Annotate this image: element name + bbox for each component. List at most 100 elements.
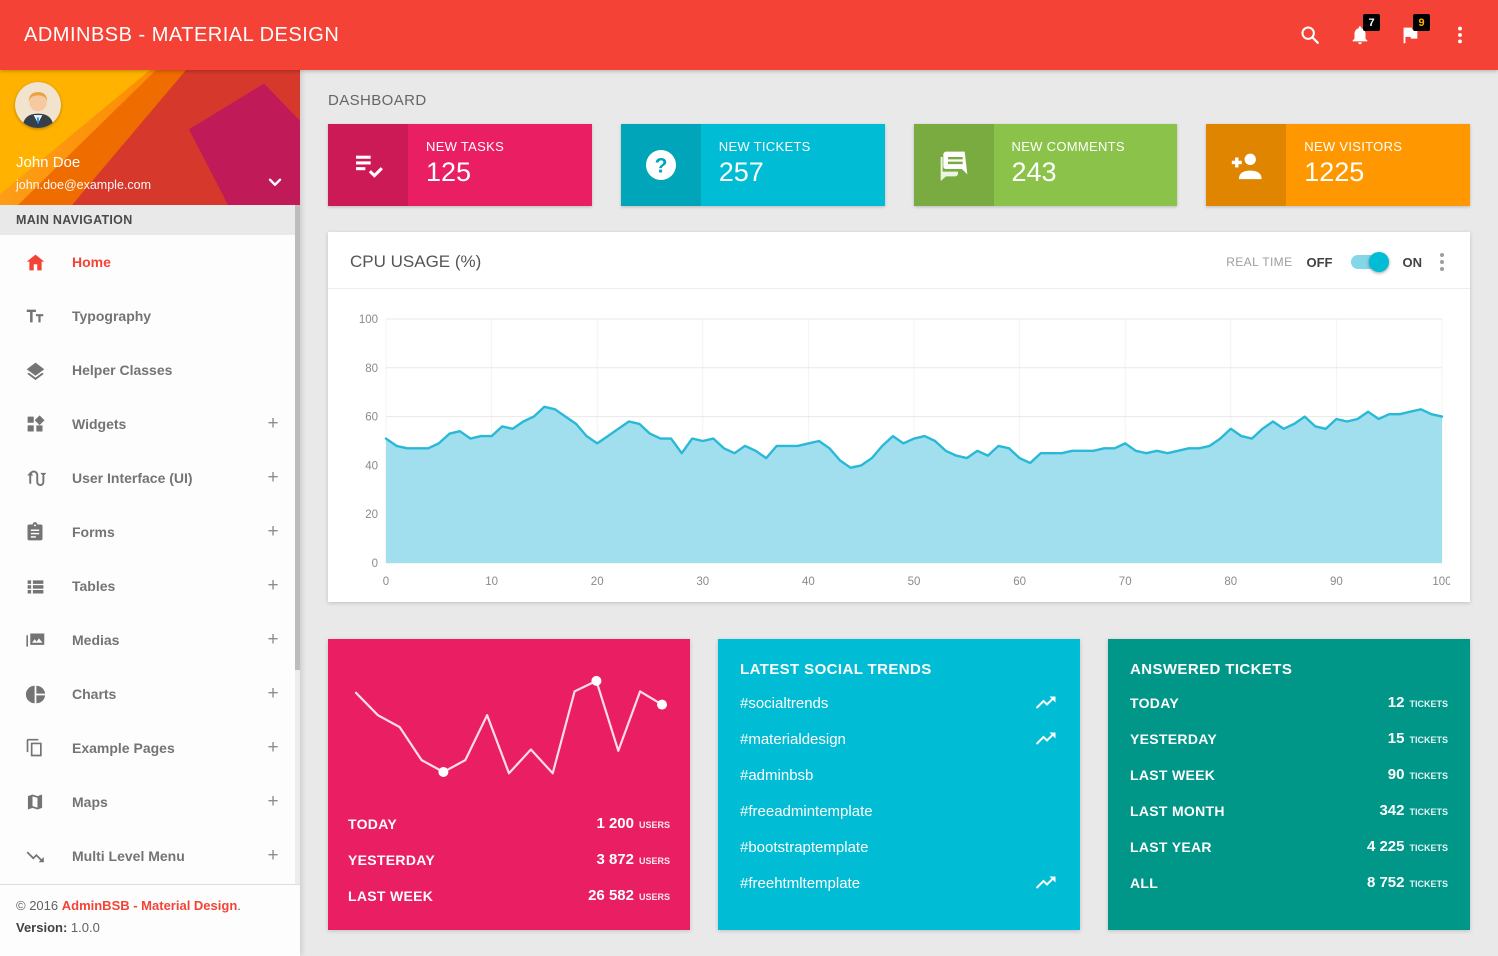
sidebar-item-user-interface[interactable]: User Interface (UI) +: [0, 451, 300, 505]
sidebar-item-label: Medias: [72, 632, 120, 648]
svg-text:100: 100: [359, 314, 378, 326]
hashtag-link[interactable]: #socialtrends: [740, 694, 829, 712]
hashtag-link[interactable]: #adminbsb: [740, 766, 814, 784]
sidebar-item-charts[interactable]: Charts +: [0, 667, 300, 721]
playlist-check-icon: [328, 124, 408, 206]
user-email: john.doe@example.com: [16, 178, 151, 192]
expand-plus-icon[interactable]: +: [267, 521, 279, 542]
social-trends-card: LATEST SOCIAL TRENDS #socialtrends #mate…: [718, 639, 1080, 930]
bottom-card-row: TODAY 1 200 USERS YESTERDAY 3 872 USERS LAST…: [328, 639, 1470, 930]
svg-text:20: 20: [365, 509, 378, 521]
sidebar-item-medias[interactable]: Medias +: [0, 613, 300, 667]
visitors-sparkline-chart: [354, 675, 667, 777]
cpu-card-header: CPU USAGE (%) REAL TIME OFF ON: [328, 232, 1470, 289]
overflow-menu-icon[interactable]: [1448, 23, 1472, 47]
expand-plus-icon[interactable]: +: [267, 413, 279, 434]
expand-plus-icon[interactable]: +: [267, 575, 279, 596]
info-box-new-visitors: NEW VISITORS 1225: [1206, 124, 1470, 206]
sidebar-item-home[interactable]: Home: [0, 235, 300, 289]
cpu-usage-card: CPU USAGE (%) REAL TIME OFF ON 0 20 40 60 80…: [328, 232, 1470, 602]
stat-row: LAST WEEK 26 582 USERS: [348, 887, 670, 904]
sidebar-item-multi-level-menu[interactable]: Multi Level Menu +: [0, 829, 300, 883]
hashtag-link[interactable]: #materialdesign: [740, 730, 846, 748]
forum-icon: [913, 124, 994, 206]
main-content: DASHBOARD NEW TASKS 125 ? NEW TICKETS 257 …: [300, 70, 1498, 956]
svg-text:0: 0: [383, 576, 389, 588]
sidebar-item-label: Typography: [72, 308, 152, 324]
ticket-row: LAST WEEK 90 TICKETS: [1130, 766, 1448, 783]
trending-up-icon: [1034, 727, 1058, 751]
trend-row: #freehtmltemplate: [740, 865, 1058, 901]
info-box-label: NEW TASKS: [426, 139, 505, 154]
info-box-new-tickets: ? NEW TICKETS 257: [620, 124, 885, 206]
info-box-new-comments: NEW COMMENTS 243: [913, 124, 1178, 206]
trend-row: #socialtrends: [740, 685, 1058, 721]
typography-icon: [24, 305, 46, 327]
hashtag-link[interactable]: #freehtmltemplate: [740, 874, 861, 892]
sidebar-item-widgets[interactable]: Widgets +: [0, 397, 300, 451]
svg-text:80: 80: [1224, 576, 1237, 588]
avatar[interactable]: [15, 82, 61, 128]
social-trends-title: LATEST SOCIAL TRENDS: [740, 661, 932, 678]
user-name: John Doe: [16, 154, 81, 171]
ticket-row: TODAY 12 TICKETS: [1130, 694, 1448, 711]
svg-text:0: 0: [372, 558, 378, 570]
expand-plus-icon[interactable]: +: [267, 737, 279, 758]
trend-row: #freeadmintemplate: [740, 793, 1058, 829]
stat-row: TODAY 1 200 USERS: [348, 815, 670, 832]
svg-text:40: 40: [365, 460, 378, 472]
sidebar-item-helper-classes[interactable]: Helper Classes: [0, 343, 300, 397]
stat-row: YESTERDAY 3 872 USERS: [348, 851, 670, 868]
answered-tickets-card: ANSWERED TICKETS TODAY 12 TICKETS YESTERDA…: [1108, 639, 1470, 930]
search-icon[interactable]: [1298, 23, 1322, 47]
svg-text:60: 60: [365, 412, 378, 424]
expand-plus-icon[interactable]: +: [267, 845, 279, 866]
info-box-new-tasks: NEW TASKS 125: [328, 124, 592, 206]
pages-icon: [24, 737, 46, 759]
sidebar-item-forms[interactable]: Forms +: [0, 505, 300, 559]
visitors-stats: TODAY 1 200 USERS YESTERDAY 3 872 USERS LAST…: [328, 806, 690, 914]
expand-plus-icon[interactable]: +: [267, 467, 279, 488]
expand-plus-icon[interactable]: +: [267, 629, 279, 650]
flags-button[interactable]: 9: [1398, 14, 1430, 47]
hashtag-link[interactable]: #freeadmintemplate: [740, 802, 873, 820]
hashtag-link[interactable]: #bootstraptemplate: [740, 838, 869, 856]
sidebar-item-maps[interactable]: Maps +: [0, 775, 300, 829]
ticket-row: YESTERDAY 15 TICKETS: [1130, 730, 1448, 747]
help-icon: ?: [620, 124, 701, 206]
sidebar-item-tables[interactable]: Tables +: [0, 559, 300, 613]
sidebar-item-typography[interactable]: Typography: [0, 289, 300, 343]
visitors-card: TODAY 1 200 USERS YESTERDAY 3 872 USERS LAST…: [328, 639, 690, 930]
notifications-button[interactable]: 7: [1348, 14, 1380, 47]
list-icon: [24, 575, 46, 597]
trending-up-icon: [1034, 691, 1058, 715]
nav-section-header: MAIN NAVIGATION: [0, 205, 300, 235]
trend-row: #bootstraptemplate: [740, 829, 1058, 865]
chevron-down-icon[interactable]: [264, 171, 286, 193]
scrollbar-thumb[interactable]: [295, 205, 300, 670]
sidebar-scrollbar[interactable]: [295, 205, 300, 884]
cpu-card-title: CPU USAGE (%): [350, 252, 482, 271]
notifications-badge: 7: [1363, 14, 1380, 31]
expand-plus-icon[interactable]: +: [267, 683, 279, 704]
sidebar-item-label: Maps: [72, 794, 108, 810]
expand-plus-icon[interactable]: +: [267, 791, 279, 812]
info-box-row: NEW TASKS 125 ? NEW TICKETS 257 NEW COMMEN…: [328, 124, 1470, 206]
sidebar-item-label: Home: [72, 254, 111, 270]
toggle-knob[interactable]: [1368, 252, 1389, 272]
info-box-label: NEW COMMENTS: [1011, 139, 1125, 154]
cpu-card-controls: REAL TIME OFF ON: [1226, 251, 1448, 273]
realtime-toggle[interactable]: [1350, 252, 1389, 272]
svg-text:50: 50: [908, 576, 921, 588]
cpu-usage-chart: 0 20 40 60 80 100 0 10 20 30 40 50 60 70 80 90 100: [359, 314, 1450, 588]
info-box-value: 243: [1011, 157, 1057, 187]
adminbsb-link[interactable]: AdminBSB - Material Design: [61, 898, 238, 913]
media-icon: [24, 629, 46, 651]
sidebar-item-example-pages[interactable]: Example Pages +: [0, 721, 300, 775]
trending-down-icon: [24, 845, 46, 867]
info-box-value: 1225: [1304, 157, 1365, 187]
info-box-value: 125: [426, 157, 472, 187]
card-menu-icon[interactable]: [1436, 251, 1448, 273]
sidebar-item-label: Tables: [72, 578, 116, 594]
swap-calls-icon: [24, 467, 46, 489]
